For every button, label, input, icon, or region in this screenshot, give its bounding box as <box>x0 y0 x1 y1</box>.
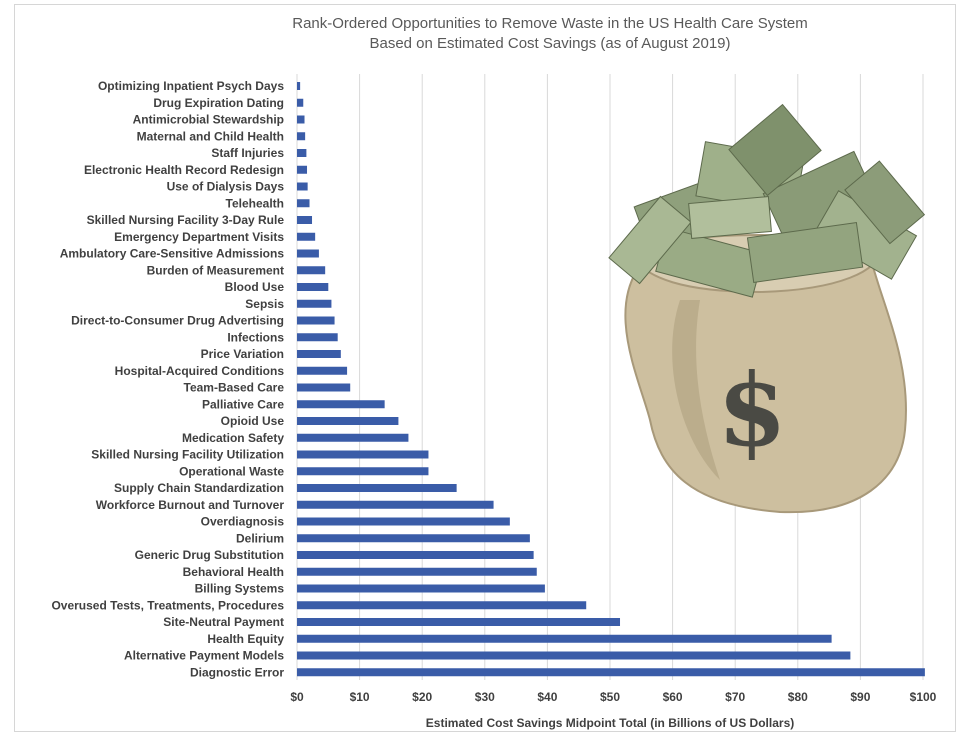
bag-shading <box>672 300 720 480</box>
bar <box>297 182 308 191</box>
chart-title-line2: Based on Estimated Cost Savings (as of A… <box>369 35 731 52</box>
category-labels: Optimizing Inpatient Psych Days Drug Expi… <box>51 79 284 679</box>
category-label: Blood Use <box>225 280 285 294</box>
category-label: Maternal and Child Health <box>137 129 284 143</box>
category-label: Palliative Care <box>202 397 284 411</box>
money-bag-icon: $ <box>608 103 926 514</box>
category-label: Opioid Use <box>221 414 285 428</box>
category-label: Billing Systems <box>195 582 285 596</box>
category-label: Telehealth <box>226 196 284 210</box>
bar <box>297 149 307 157</box>
x-tick-label: $50 <box>600 690 620 704</box>
category-label: Staff Injuries <box>211 146 284 160</box>
bar <box>297 333 338 342</box>
category-label: Emergency Department Visits <box>114 230 284 244</box>
category-label: Overused Tests, Treatments, Procedures <box>51 598 284 612</box>
category-label: Operational Waste <box>179 464 284 478</box>
bar <box>297 601 587 610</box>
category-label: Generic Drug Substitution <box>135 548 284 562</box>
category-label: Electronic Health Record Redesign <box>84 163 284 177</box>
category-label: Supply Chain Standardization <box>114 481 284 495</box>
x-tick-label: $30 <box>475 690 495 704</box>
x-axis-title: Estimated Cost Savings Midpoint Total (i… <box>426 716 794 730</box>
category-label: Burden of Measurement <box>147 263 284 277</box>
category-label: Alternative Payment Models <box>124 649 284 663</box>
x-tick-label: $20 <box>412 690 432 704</box>
bar <box>297 634 832 643</box>
x-tick-label: $70 <box>725 690 745 704</box>
bar <box>297 551 534 559</box>
bar <box>297 115 305 124</box>
category-label: Overdiagnosis <box>201 515 285 529</box>
bar <box>297 82 301 90</box>
bar <box>297 517 510 526</box>
category-label: Infections <box>227 330 284 344</box>
bar <box>297 417 399 425</box>
bar <box>297 266 326 275</box>
chart-title-line1: Rank-Ordered Opportunities to Remove Was… <box>292 15 808 32</box>
category-label: Site-Neutral Payment <box>163 615 284 629</box>
bar <box>297 98 304 107</box>
bar <box>297 450 429 459</box>
x-tick-label: $80 <box>788 690 808 704</box>
category-label: Hospital-Acquired Conditions <box>115 364 285 378</box>
x-tick-label: $40 <box>537 690 557 704</box>
x-tick-label: $100 <box>910 690 937 704</box>
category-label: Skilled Nursing Facility 3-Day Rule <box>87 213 285 227</box>
bar <box>297 350 341 358</box>
chart-frame <box>14 4 956 732</box>
bar <box>297 584 545 593</box>
bar <box>297 283 329 291</box>
category-label: Drug Expiration Dating <box>153 96 284 110</box>
bar <box>297 132 306 141</box>
bar <box>297 400 385 409</box>
category-label: Antimicrobial Stewardship <box>133 113 284 127</box>
category-label: Optimizing Inpatient Psych Days <box>98 79 284 93</box>
bar <box>297 433 409 442</box>
bar <box>297 383 351 392</box>
bar <box>297 534 530 543</box>
bar <box>297 232 316 241</box>
x-tick-label: $60 <box>663 690 683 704</box>
category-label: Team-Based Care <box>184 381 285 395</box>
dollar-sign-icon: $ <box>717 351 787 469</box>
x-tick-label: $0 <box>290 690 304 704</box>
bars <box>297 82 925 677</box>
category-label: Workforce Burnout and Turnover <box>96 498 285 512</box>
category-label: Health Equity <box>207 632 284 646</box>
x-tick-label: $90 <box>850 690 870 704</box>
category-label: Price Variation <box>201 347 284 361</box>
bar <box>297 366 348 375</box>
category-label: Medication Safety <box>182 431 284 445</box>
category-label: Use of Dialysis Days <box>167 180 285 194</box>
x-tick-label: $10 <box>350 690 370 704</box>
category-label: Behavioral Health <box>183 565 284 579</box>
banknotes <box>608 103 926 298</box>
bar <box>297 651 851 660</box>
bar <box>297 484 457 492</box>
bar <box>297 668 925 677</box>
x-tick-labels: $0 $10 $20 $30 $40 $50 $60 $70 $80 $90 $100 <box>290 690 936 704</box>
bar <box>297 500 494 509</box>
category-label: Sepsis <box>245 297 284 311</box>
bar <box>297 467 429 476</box>
bar <box>297 165 308 174</box>
category-label: Direct-to-Consumer Drug Advertising <box>71 314 284 328</box>
category-label: Diagnostic Error <box>190 665 284 679</box>
bar <box>297 567 537 576</box>
bar <box>297 199 310 208</box>
chart-title: Rank-Ordered Opportunities to Remove Was… <box>200 14 900 54</box>
bar <box>297 316 335 325</box>
bar <box>297 618 621 626</box>
category-label: Skilled Nursing Facility Utilization <box>91 448 284 462</box>
category-label: Delirium <box>236 531 284 545</box>
bar <box>297 249 319 258</box>
bar <box>297 216 313 224</box>
bar <box>297 299 332 308</box>
category-label: Ambulatory Care-Sensitive Admissions <box>60 247 285 261</box>
